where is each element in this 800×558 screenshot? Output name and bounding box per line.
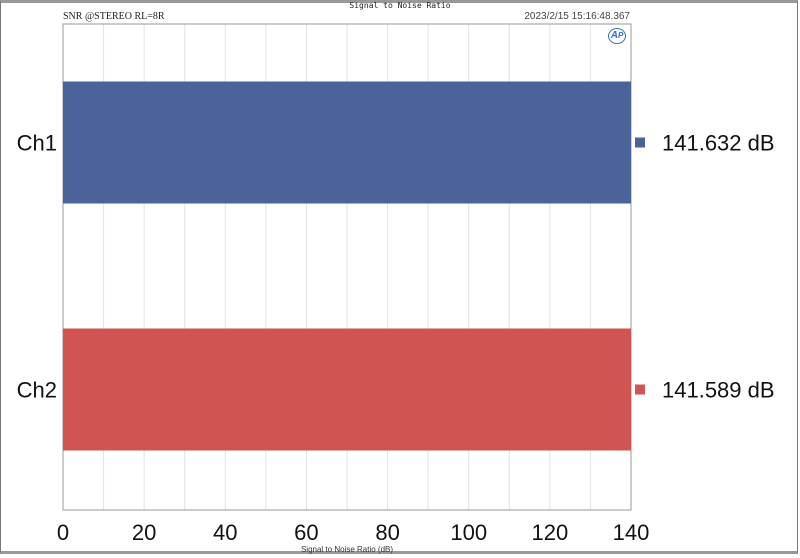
ap-logo: AP xyxy=(608,28,626,44)
x-tick-label: 80 xyxy=(375,520,399,545)
bar-ch1 xyxy=(63,81,631,204)
x-tick-label: 120 xyxy=(531,520,568,545)
category-label: Ch2 xyxy=(17,378,57,403)
x-tick-label: 40 xyxy=(213,520,237,545)
value-label: 141.589 dB xyxy=(662,378,775,403)
chart-title: Signal to Noise Ratio xyxy=(349,1,451,10)
bar-ch2 xyxy=(63,328,631,451)
x-tick-label: 20 xyxy=(132,520,156,545)
value-label: 141.632 dB xyxy=(662,131,775,156)
x-tick-label: 60 xyxy=(294,520,318,545)
x-axis-label: Signal to Noise Ratio (dB) xyxy=(300,545,394,554)
chart-subtitle: SNR @STEREO RL=8R xyxy=(63,11,165,22)
x-tick-label: 140 xyxy=(613,520,650,545)
x-tick-label: 100 xyxy=(450,520,487,545)
x-tick-label: 0 xyxy=(57,520,69,545)
legend-marker xyxy=(635,384,645,395)
legend-marker xyxy=(635,137,645,148)
timestamp: 2023/2/15 15:16:48.367 xyxy=(524,11,630,22)
category-label: Ch1 xyxy=(17,131,57,156)
plot-area xyxy=(62,23,632,511)
